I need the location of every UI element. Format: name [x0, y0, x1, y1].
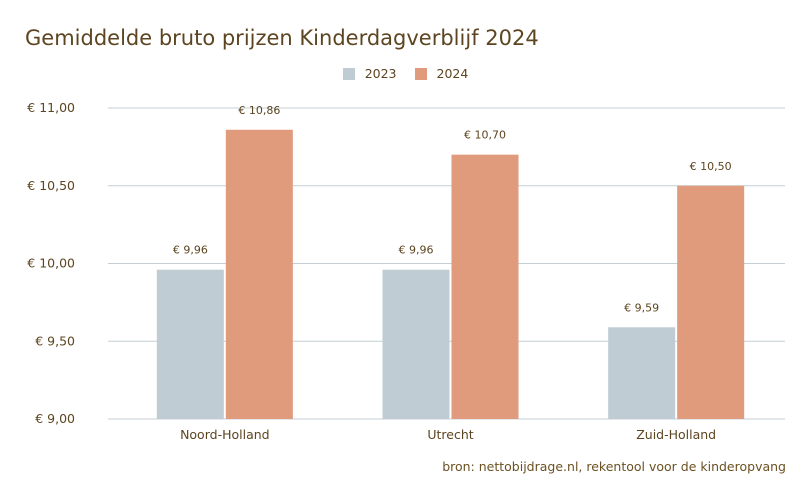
bar-2023	[156, 269, 224, 419]
data-label: € 10,70	[464, 129, 506, 142]
data-label: € 10,86	[238, 104, 280, 117]
bar-2023	[382, 269, 450, 419]
bar-2023	[608, 327, 676, 419]
legend-swatch-2023	[342, 67, 355, 80]
legend-swatch-2024	[414, 67, 427, 80]
legend-item-2023[interactable]: 2023	[342, 66, 397, 81]
x-tick-label: Utrecht	[427, 427, 473, 442]
y-tick-label: € 11,00	[27, 100, 75, 115]
legend-item-2024[interactable]: 2024	[414, 66, 469, 81]
y-tick-label: € 9,00	[35, 411, 75, 426]
x-tick-label: Noord-Holland	[180, 427, 270, 442]
x-tick-label: Zuid-Holland	[636, 427, 716, 442]
bar-2024	[677, 185, 745, 419]
source-note: bron: nettobijdrage.nl, rekentool voor d…	[442, 459, 786, 474]
data-label: € 9,59	[624, 301, 659, 314]
legend: 2023 2024	[0, 66, 811, 81]
data-label: € 9,96	[173, 244, 208, 257]
legend-label-2024: 2024	[436, 66, 469, 81]
y-tick-label: € 10,00	[27, 256, 75, 271]
y-tick-label: € 10,50	[27, 178, 75, 193]
bar-2024	[451, 154, 519, 419]
data-label: € 9,96	[399, 244, 434, 257]
legend-label-2023: 2023	[364, 66, 397, 81]
y-tick-label: € 9,50	[35, 333, 75, 348]
chart-title: Gemiddelde bruto prijzen Kinderdagverbli…	[25, 26, 539, 50]
bar-2024	[225, 129, 293, 419]
data-label: € 10,50	[690, 160, 732, 173]
